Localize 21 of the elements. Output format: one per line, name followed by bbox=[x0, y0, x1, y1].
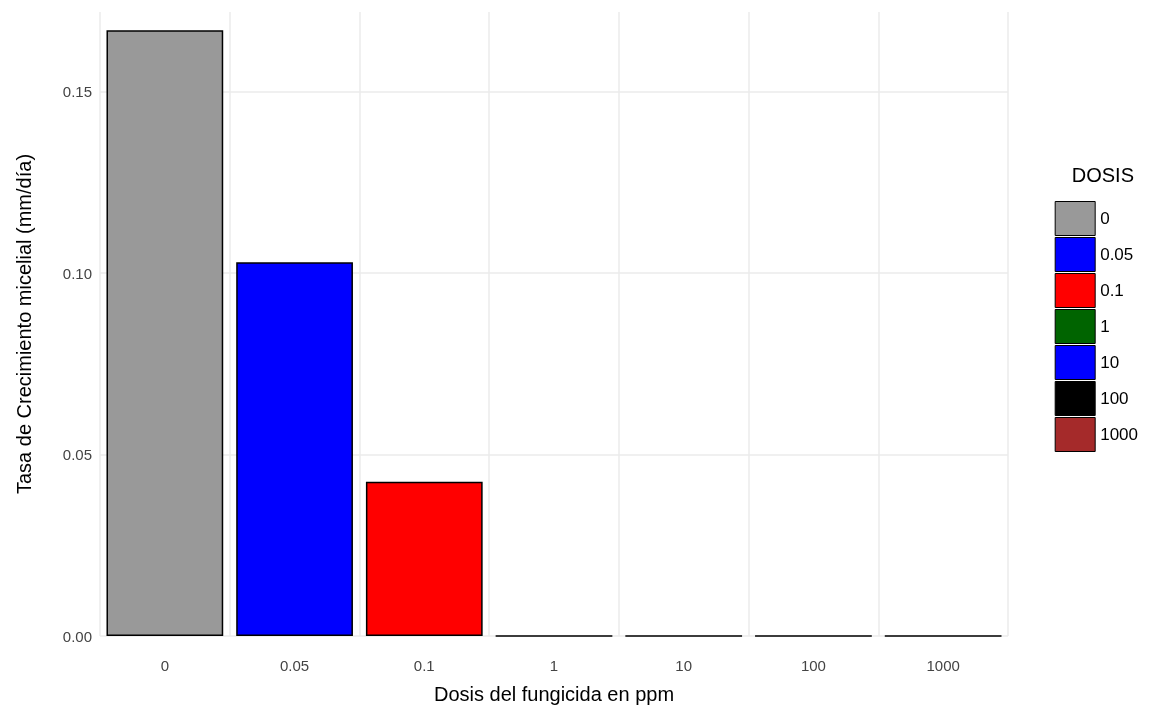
x-tick-label: 0.05 bbox=[279, 657, 310, 674]
legend-label: 1000 bbox=[1100, 425, 1139, 444]
x-tick-label: 0.1 bbox=[413, 657, 435, 674]
legend-title: DOSIS bbox=[1071, 164, 1135, 186]
legend-label: 1 bbox=[1100, 317, 1110, 336]
x-tick-label: 100 bbox=[800, 657, 826, 674]
y-tick-label: 0.05 bbox=[62, 446, 92, 464]
x-tick-label: 1 bbox=[549, 657, 559, 674]
x-tick-label: 1000 bbox=[926, 657, 960, 674]
legend-label: 0.05 bbox=[1100, 245, 1134, 264]
x-axis-title: Dosis del fungicida en ppm bbox=[433, 683, 675, 705]
y-tick-label: 0.00 bbox=[62, 627, 92, 645]
legend-label: 10 bbox=[1100, 353, 1120, 372]
legend-label: 0 bbox=[1100, 209, 1110, 228]
y-axis-title: Tasa de Crecimiento micelial (mm/día) bbox=[13, 153, 35, 495]
x-tick-label: 0 bbox=[160, 657, 170, 674]
x-tick-label: 10 bbox=[675, 657, 693, 674]
y-tick-label: 0.15 bbox=[62, 83, 92, 101]
legend-label: 100 bbox=[1100, 389, 1129, 408]
y-tick-label: 0.10 bbox=[62, 264, 92, 282]
legend-label: 0.1 bbox=[1100, 281, 1124, 300]
